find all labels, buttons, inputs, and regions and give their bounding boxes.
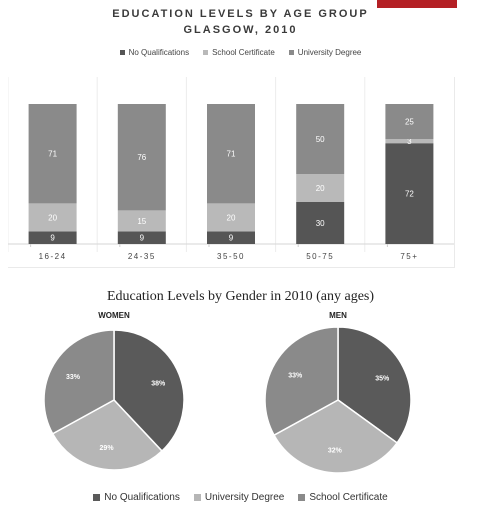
- bar-value-label: 72: [405, 190, 414, 199]
- red-header-block: [377, 0, 457, 8]
- legend-swatch: [93, 494, 101, 501]
- legend-label: No Qualifications: [128, 48, 190, 57]
- pie-legend-item-school-certificate: School Certificate: [298, 492, 388, 503]
- bar-segment: [207, 231, 255, 244]
- women-pie-slice: [113, 329, 185, 453]
- bar-segment: [207, 104, 255, 204]
- bar-segment: [28, 231, 77, 244]
- legend-label: University Degree: [204, 492, 285, 503]
- x-tick-label: 16-24: [39, 252, 67, 261]
- legend-item-no-qualifications: No Qualifications: [119, 48, 190, 57]
- bar-value-label: 9: [50, 234, 55, 243]
- legend-swatch: [193, 494, 201, 501]
- stacked-bar-chart: 9 20 71 16-24 9 15 76 24-35 9 20 71 35-50 30 20 50 50-7…: [7, 77, 454, 261]
- bar-value-label: 71: [48, 150, 57, 159]
- bar-segment: [28, 203, 77, 232]
- bar-value-label: 20: [48, 213, 57, 222]
- women-pie-value-label: 29%: [100, 445, 115, 452]
- bar-segment: [117, 104, 166, 211]
- bar-segment: [385, 139, 434, 144]
- legend-label: School Certificate: [212, 48, 275, 57]
- men-pie-slice: [337, 326, 412, 444]
- legend-swatch: [288, 50, 294, 55]
- pie-legend-item-no-qualifications: No Qualifications: [93, 492, 180, 503]
- bar-value-label: 76: [137, 153, 146, 162]
- bar-chart-subtitle: GLASGOW, 2010: [183, 24, 298, 36]
- bar-value-label: 3: [407, 137, 412, 146]
- women-pie-title: WOMEN: [98, 311, 130, 320]
- men-pie-slice: [273, 399, 399, 474]
- pie-legend-item-university-degree: University Degree: [193, 492, 285, 503]
- bar-segment: [28, 104, 77, 204]
- bar-value-label: 9: [229, 234, 234, 243]
- legend-label: University Degree: [297, 48, 362, 57]
- x-tick-label: 75+: [400, 252, 418, 261]
- women-pie-slice: [51, 399, 163, 471]
- bar-segment: [296, 202, 345, 244]
- pies-heading: Education Levels by Gender in 2010 (any …: [106, 289, 375, 304]
- bar-segment: [385, 143, 434, 244]
- bar-value-label: 25: [405, 118, 414, 127]
- bar-value-label: 15: [137, 217, 146, 226]
- bar-chart-title: EDUCATION LEVELS BY AGE GROUP: [112, 8, 369, 20]
- men-pie-value-label: 33%: [288, 373, 303, 380]
- bar-value-label: 20: [227, 213, 236, 222]
- women-pie-value-label: 33%: [66, 374, 81, 381]
- legend-swatch: [203, 50, 209, 55]
- bar-segment: [296, 174, 345, 202]
- bar-segment: [207, 203, 255, 232]
- bar-value-label: 20: [316, 184, 325, 193]
- bar-chart-panel: 9 20 71 16-24 9 15 76 24-35 9 20 71 35-50 30 20 50 50-7…: [7, 77, 455, 268]
- x-tick-label: 35-50: [217, 252, 245, 261]
- legend-swatch: [298, 494, 306, 501]
- pie-legend: No Qualifications University Degree Scho…: [0, 492, 481, 503]
- men-pie-value-label: 32%: [328, 448, 343, 455]
- bar-chart-legend: No Qualifications School Certificate Uni…: [0, 48, 481, 57]
- gender-pie-charts: 38% 29% 33% 35% 32% 33%: [43, 326, 412, 474]
- bar-segment: [117, 231, 166, 244]
- women-pie-slice: [43, 329, 115, 435]
- bar-value-label: 50: [316, 135, 325, 144]
- bar-value-label: 71: [227, 150, 236, 159]
- bar-segment: [296, 104, 345, 174]
- legend-item-university-degree: University Degree: [288, 48, 362, 57]
- men-pie-slice: [264, 326, 339, 437]
- bar-segment: [385, 104, 434, 139]
- bar-segment: [117, 210, 166, 232]
- bar-value-label: 9: [140, 234, 145, 243]
- men-pie-title: MEN: [329, 311, 347, 320]
- x-tick-label: 24-35: [128, 252, 156, 261]
- legend-swatch: [119, 50, 125, 55]
- women-pie-value-label: 38%: [151, 380, 166, 387]
- legend-label: No Qualifications: [104, 492, 180, 503]
- legend-item-school-certificate: School Certificate: [203, 48, 275, 57]
- bar-value-label: 30: [316, 219, 325, 228]
- x-tick-label: 50-75: [306, 252, 334, 261]
- men-pie-value-label: 35%: [375, 375, 390, 382]
- legend-label: School Certificate: [309, 492, 388, 503]
